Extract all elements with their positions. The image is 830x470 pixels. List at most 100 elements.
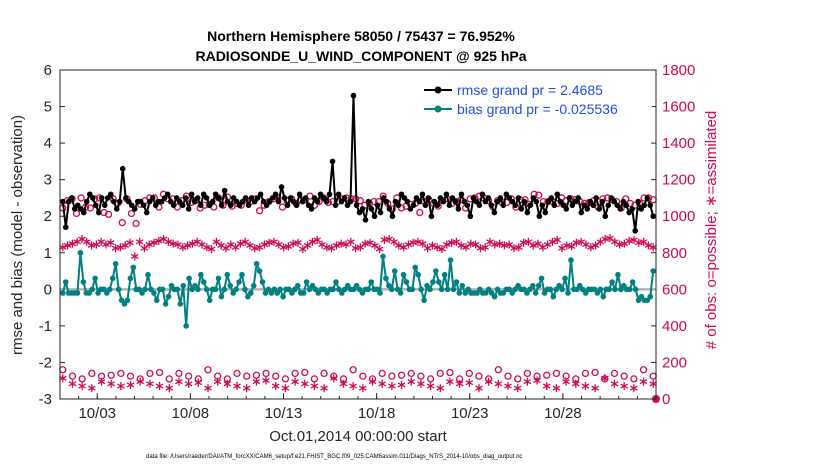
asterisk-stroke	[378, 381, 387, 387]
asterisk-stroke	[145, 241, 154, 248]
obs-assimilated-point-low	[213, 377, 222, 386]
obs-assimilated-point-low	[204, 384, 212, 393]
obs-assimilated-point-low	[262, 376, 270, 385]
rmse-point	[245, 202, 252, 209]
rmse-point	[479, 191, 486, 198]
obs-assimilated-point-low	[117, 382, 125, 391]
asterisk-stroke	[233, 383, 241, 389]
legend-bias-label: bias grand pr = -0.025536	[457, 101, 618, 117]
obs-assimilated-point	[471, 240, 480, 249]
asterisk-stroke	[601, 236, 610, 242]
obs-assimilated-point-low	[388, 382, 396, 391]
obs-assimilated-point-low	[494, 379, 503, 388]
obs-assimilated-point	[313, 235, 322, 244]
obs-assimilated-point-low	[620, 382, 628, 391]
asterisk-stroke	[414, 239, 422, 245]
asterisk-stroke	[484, 379, 493, 385]
obs-possible-point-low	[475, 372, 483, 380]
asterisk-stroke	[490, 241, 499, 248]
asterisk-stroke	[188, 241, 197, 247]
rmse-point	[362, 217, 369, 223]
y-tick-label-right: 200	[662, 354, 687, 371]
asterisk-stroke	[407, 379, 416, 385]
asterisk-stroke	[320, 385, 328, 391]
asterisk-stroke	[332, 242, 341, 249]
bias-point	[59, 290, 66, 296]
asterisk-stroke	[63, 242, 72, 249]
x-tick-label: 10/03	[78, 405, 116, 422]
asterisk-stroke	[533, 377, 541, 384]
asterisk-stroke	[117, 383, 125, 389]
asterisk-stroke	[385, 236, 394, 242]
obs-assimilated-point	[308, 237, 317, 246]
obs-assimilated-point	[615, 240, 624, 249]
obs-possible-point	[535, 191, 543, 199]
asterisk-stroke	[226, 241, 235, 248]
obs-possible-point	[320, 194, 328, 202]
bias-point	[430, 279, 436, 285]
asterisk-stroke	[310, 383, 319, 389]
bias-point	[215, 275, 222, 282]
obs-assimilated-point	[346, 237, 355, 246]
rmse-point	[221, 187, 228, 194]
asterisk-stroke	[639, 379, 648, 385]
bias-point	[615, 271, 621, 278]
x-axis-label: Oct.01,2014 00:00:00 start	[269, 428, 447, 445]
obs-possible-point-low	[243, 372, 251, 380]
rmse-point	[110, 198, 117, 205]
obs-assimilated-point-low	[320, 384, 328, 393]
obs-possible-point	[118, 218, 126, 227]
asterisk-stroke	[610, 239, 619, 245]
bias-point	[447, 257, 454, 263]
bias-point	[459, 282, 466, 289]
bias-point	[562, 275, 568, 282]
obs-assimilated-point	[140, 244, 149, 253]
bias-point	[142, 286, 148, 293]
obs-assimilated-point	[404, 240, 413, 249]
obs-assimilated-point-low	[281, 384, 290, 393]
asterisk-stroke	[567, 243, 576, 249]
asterisk-stroke	[394, 242, 403, 249]
asterisk-stroke	[159, 236, 168, 242]
obs-assimilated-point	[466, 239, 475, 248]
obs-assimilated-point	[82, 237, 91, 246]
obs-assimilated-point-low	[175, 377, 183, 386]
obs-possible-point-low	[68, 372, 77, 380]
asterisk-stroke	[175, 379, 183, 385]
bias-point	[124, 297, 131, 304]
asterisk-stroke	[442, 241, 451, 248]
rmse-point	[89, 195, 96, 201]
obs-assimilated-point-low	[378, 379, 387, 388]
asterisk-stroke	[359, 385, 367, 391]
bias-point	[115, 286, 122, 293]
asterisk-stroke	[436, 385, 445, 391]
asterisk-stroke	[510, 245, 518, 251]
data-file-footnote: data file: /Users/raeder/DAI/ATM_forcXX/…	[146, 454, 522, 460]
obs-assimilated-point-low	[97, 377, 106, 386]
asterisk-stroke	[246, 242, 254, 249]
obs-assimilated-point	[68, 239, 77, 248]
rmse-point	[182, 195, 189, 201]
obs-assimilated-point	[519, 238, 528, 247]
bias-point	[247, 290, 254, 296]
obs-possible-point-low	[175, 369, 183, 378]
obs-assimilated-point	[567, 242, 576, 251]
asterisk-stroke	[154, 238, 163, 244]
rmse-point	[119, 165, 126, 172]
asterisk-stroke	[202, 244, 211, 250]
asterisk-stroke	[135, 239, 144, 245]
asterisk-stroke	[577, 239, 586, 245]
obs-assimilated-point	[289, 239, 298, 248]
rmse-point	[218, 202, 225, 209]
asterisk-stroke	[212, 239, 221, 245]
rmse-point	[149, 195, 156, 201]
rmse-point	[194, 195, 201, 201]
obs-assimilated-point-low	[349, 382, 357, 391]
obs-possible-point-low	[504, 372, 512, 380]
bias-point	[403, 279, 410, 285]
rmse-point	[83, 198, 90, 205]
obs-assimilated-point-low	[146, 379, 154, 388]
rmse-point	[383, 198, 390, 205]
rmse-point	[275, 198, 282, 205]
obs-assimilated-point	[212, 237, 221, 246]
